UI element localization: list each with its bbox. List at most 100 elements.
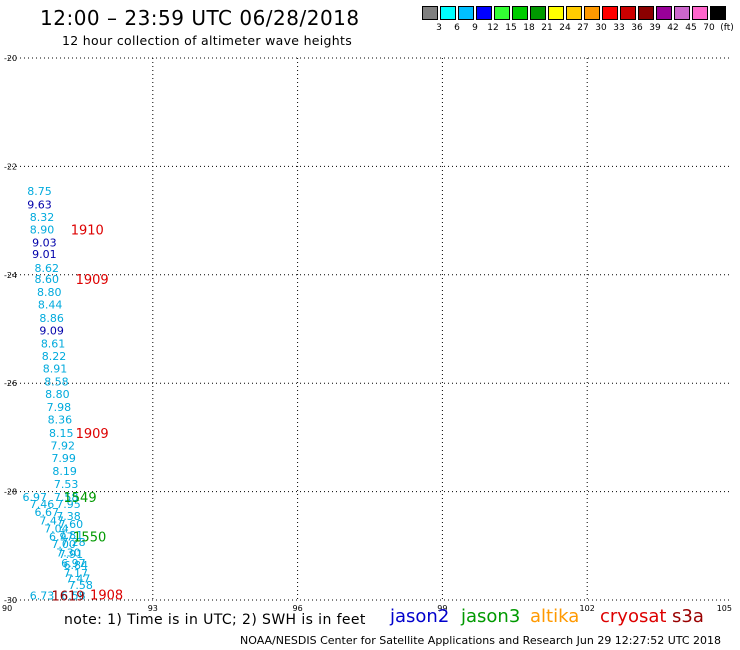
satellite-label-jason2: jason2 — [390, 606, 450, 627]
pass-time-label: 1550 — [73, 531, 106, 546]
wave-height-label: 7.46 — [30, 498, 55, 511]
wave-height-label: 7.58 — [54, 491, 79, 504]
y-tick-label: -24 — [4, 271, 17, 280]
color-scale-label: (ft) — [720, 23, 734, 33]
wave-height-label: 8.91 — [43, 363, 68, 376]
wave-height-label: 7.47 — [39, 514, 64, 527]
wave-height-label: 8.36 — [48, 414, 73, 427]
wave-height-label: 6.84 — [64, 559, 89, 572]
wave-height-label: 8.80 — [37, 286, 62, 299]
color-scale-label: 45 — [685, 23, 697, 33]
color-scale-label: 36 — [631, 23, 643, 33]
chart-subtitle: 12 hour collection of altimeter wave hei… — [62, 33, 353, 48]
color-scale-label: 21 — [541, 23, 553, 33]
x-tick-label: 96 — [293, 604, 303, 613]
wave-height-label: 8.15 — [49, 427, 74, 440]
wave-height-label: 9.09 — [39, 325, 64, 338]
wave-height-label: 8.75 — [27, 185, 52, 198]
satellite-label-altika: altika — [530, 606, 580, 627]
color-swatch — [638, 6, 654, 20]
color-swatch — [620, 6, 636, 20]
color-scale-label: 39 — [649, 23, 661, 33]
y-tick-label: -30 — [4, 596, 17, 605]
wave-height-label: 7.98 — [47, 401, 72, 414]
satellite-label-cryosat: cryosat — [600, 606, 667, 627]
wave-height-label: 7.99 — [51, 452, 76, 465]
pass-time-label: 1909 — [76, 427, 109, 442]
wave-height-label: 6.97 — [22, 491, 47, 504]
x-tick-label: 99 — [437, 604, 447, 613]
wave-height-label: 8.60 — [35, 273, 60, 286]
color-scale-label: 18 — [523, 23, 535, 33]
color-swatch — [458, 6, 474, 20]
wave-height-label: 8.80 — [45, 388, 69, 401]
wave-height-label: 6.97 — [61, 557, 86, 570]
wave-height-label: 6.67 — [35, 506, 60, 519]
color-swatch — [494, 6, 510, 20]
color-scale-label: 42 — [667, 23, 679, 33]
wave-height-label: 7.60 — [59, 518, 84, 531]
color-swatch — [512, 6, 528, 20]
wave-height-label: 7.47 — [66, 572, 91, 585]
pass-time-label: 1910 — [71, 223, 104, 238]
wave-height-label: 9.63 — [27, 198, 52, 211]
wave-height-label: 8.19 — [52, 465, 77, 478]
wave-height-label: 8.86 — [39, 312, 64, 325]
color-swatch — [656, 6, 672, 20]
wave-height-label: 7.00 — [51, 538, 76, 551]
color-scale-label: 9 — [472, 23, 478, 33]
color-scale-label: 70 — [703, 23, 715, 33]
color-scale-label: 3 — [436, 23, 442, 33]
wave-height-label: 8.61 — [41, 338, 66, 351]
y-tick-label: -26 — [4, 379, 17, 388]
color-scale-label: 6 — [454, 23, 460, 33]
wave-height-label: 7.53 — [54, 478, 79, 491]
wave-height-label: 8.32 — [30, 211, 55, 224]
color-swatch — [692, 6, 708, 20]
wave-height-label: 7.58 — [68, 579, 93, 592]
color-swatch — [476, 6, 492, 20]
color-scale-label: 24 — [559, 23, 571, 33]
wave-height-label: 7.38 — [56, 510, 80, 523]
color-swatch — [710, 6, 726, 20]
chart-title: 12:00 – 23:59 UTC 06/28/2018 — [40, 6, 360, 30]
x-tick-label: 93 — [148, 604, 158, 613]
wave-height-label: 7.28 — [61, 536, 86, 549]
satellite-label-s3a: s3a — [672, 606, 704, 627]
satellite-label-jason3: jason3 — [461, 606, 521, 627]
grid-lines — [8, 57, 732, 601]
wave-height-label: 7.04 — [44, 522, 68, 535]
x-tick-label: 90 — [2, 604, 12, 613]
color-scale-label: 33 — [613, 23, 625, 33]
color-swatch — [584, 6, 600, 20]
color-swatch — [440, 6, 456, 20]
wave-height-label: 6.58 — [61, 590, 86, 603]
y-tick-label: -20 — [4, 54, 17, 63]
wave-height-label: 7.30 — [56, 546, 80, 559]
wave-height-label: 8.90 — [30, 223, 55, 236]
y-tick-label: -28 — [4, 488, 17, 497]
wave-height-label: 6.97 — [49, 531, 74, 544]
color-swatch — [530, 6, 546, 20]
color-swatch — [674, 6, 690, 20]
pass-time-label: 1549 — [64, 491, 97, 506]
pass-time-label: 1909 — [76, 273, 109, 288]
pass-time-label: 1619 — [51, 590, 84, 605]
wave-height-label: 8.62 — [35, 262, 60, 275]
wave-height-label: 7.95 — [56, 498, 80, 511]
wave-height-label: 7.81 — [59, 529, 84, 542]
wave-height-label: 7.92 — [50, 440, 75, 453]
color-swatch — [422, 6, 438, 20]
color-swatch — [548, 6, 564, 20]
wave-height-label: 7.91 — [59, 548, 84, 561]
chart-note: note: 1) Time is in UTC; 2) SWH is in fe… — [64, 612, 366, 628]
data-labels: 8.759.638.328.909.039.018.628.608.808.44… — [22, 185, 123, 605]
wave-height-label: 6.73 — [30, 590, 55, 603]
x-tick-label: 102 — [580, 604, 595, 613]
pass-time-label: 1908 — [90, 589, 123, 604]
x-tick-label: 105 — [717, 604, 732, 613]
wave-height-label: 8.44 — [38, 299, 63, 312]
footer-credit: NOAA/NESDIS Center for Satellite Applica… — [240, 634, 722, 647]
